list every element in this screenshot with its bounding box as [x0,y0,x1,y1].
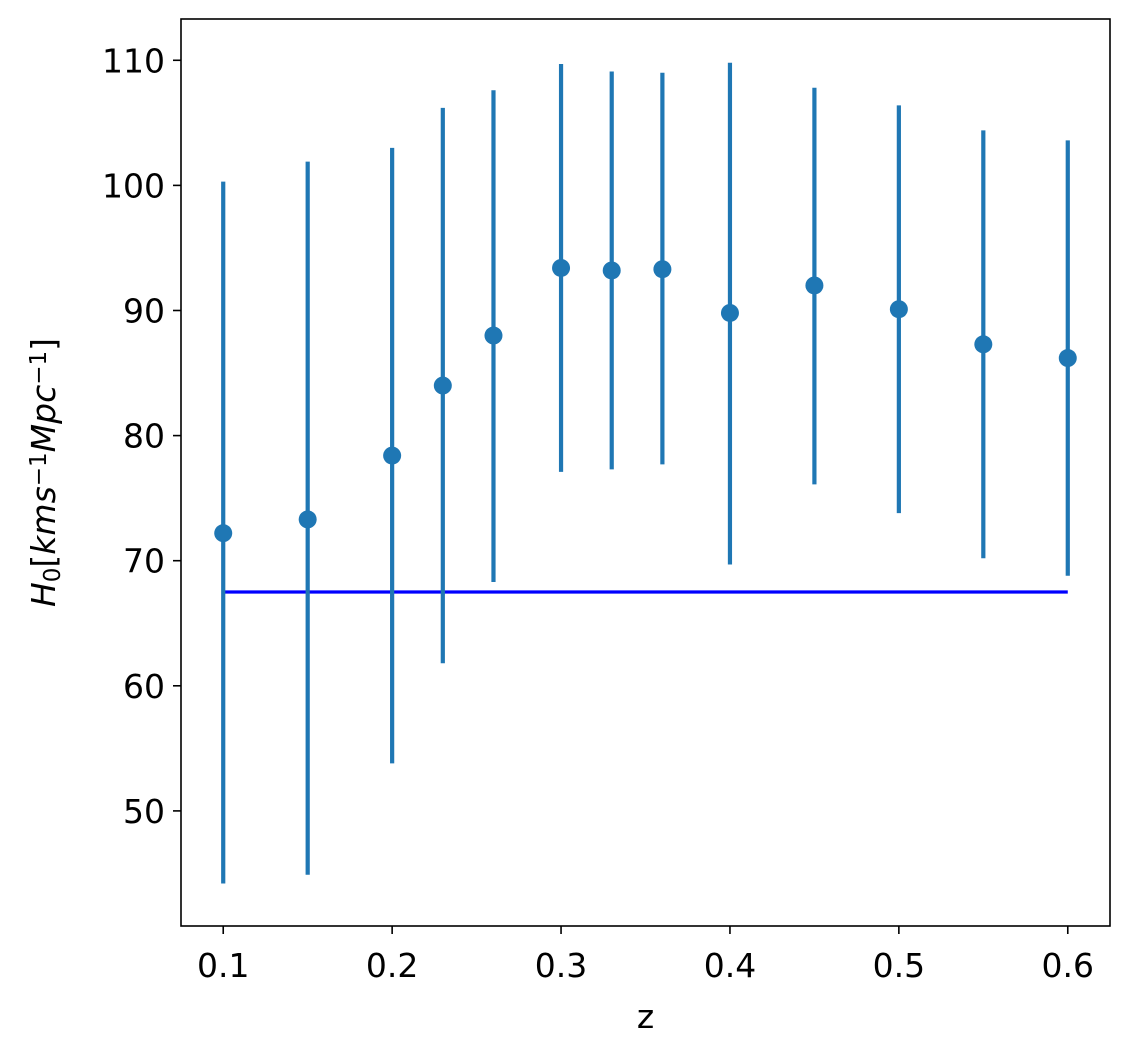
y-label-unit-2: Mpc [24,385,63,453]
y-label-subscript: 0 [40,568,66,583]
y-tick-label-3: 80 [123,417,165,456]
y-axis-label: H0[kms−1Mpc−1] [24,338,66,607]
data-point-11 [974,335,993,354]
data-point-3 [433,376,452,395]
x-tick-label-5: 0.6 [1042,946,1094,985]
x-tick-label-4: 0.5 [873,946,925,985]
y-tick-label-2: 70 [123,542,165,581]
data-point-6 [602,261,621,280]
data-point-0 [214,524,233,543]
x-tick-label-1: 0.2 [366,946,418,985]
axes-frame [180,18,1111,927]
ticks: 0.1 0.2 0.3 0.4 0.5 0.6 50 60 70 80 90 100 110 [102,41,1094,985]
data-point-10 [889,300,908,319]
data-point-4 [484,326,503,345]
y-label-open-bracket: [ [24,555,63,568]
y-label-close-bracket: ] [24,338,63,351]
x-tick-label-2: 0.3 [535,946,587,985]
data-point-1 [298,510,317,529]
data-point-12 [1058,349,1077,368]
y-tick-label-4: 90 [123,291,165,330]
plot-area [214,62,1077,884]
x-tick-label-0: 0.1 [197,946,249,985]
data-point-9 [805,276,824,295]
y-tick-label-5: 100 [102,166,165,205]
y-tick-label-0: 50 [123,792,165,831]
data-point-5 [552,258,571,277]
y-tick-label-6: 110 [102,41,165,80]
x-axis-label: z [637,997,654,1036]
y-tick-label-1: 60 [123,667,165,706]
x-tick-label-3: 0.4 [704,946,756,985]
y-label-superscript-1: −1 [26,452,52,486]
y-label-unit-1: kms [24,486,63,554]
y-label-base: H [24,582,63,607]
data-point-7 [653,260,672,279]
data-point-2 [383,446,402,465]
y-label-superscript-2: −1 [26,351,52,385]
data-point-8 [720,303,739,322]
